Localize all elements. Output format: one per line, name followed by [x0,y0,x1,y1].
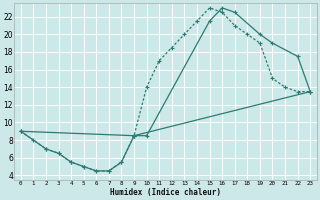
X-axis label: Humidex (Indice chaleur): Humidex (Indice chaleur) [110,188,221,197]
